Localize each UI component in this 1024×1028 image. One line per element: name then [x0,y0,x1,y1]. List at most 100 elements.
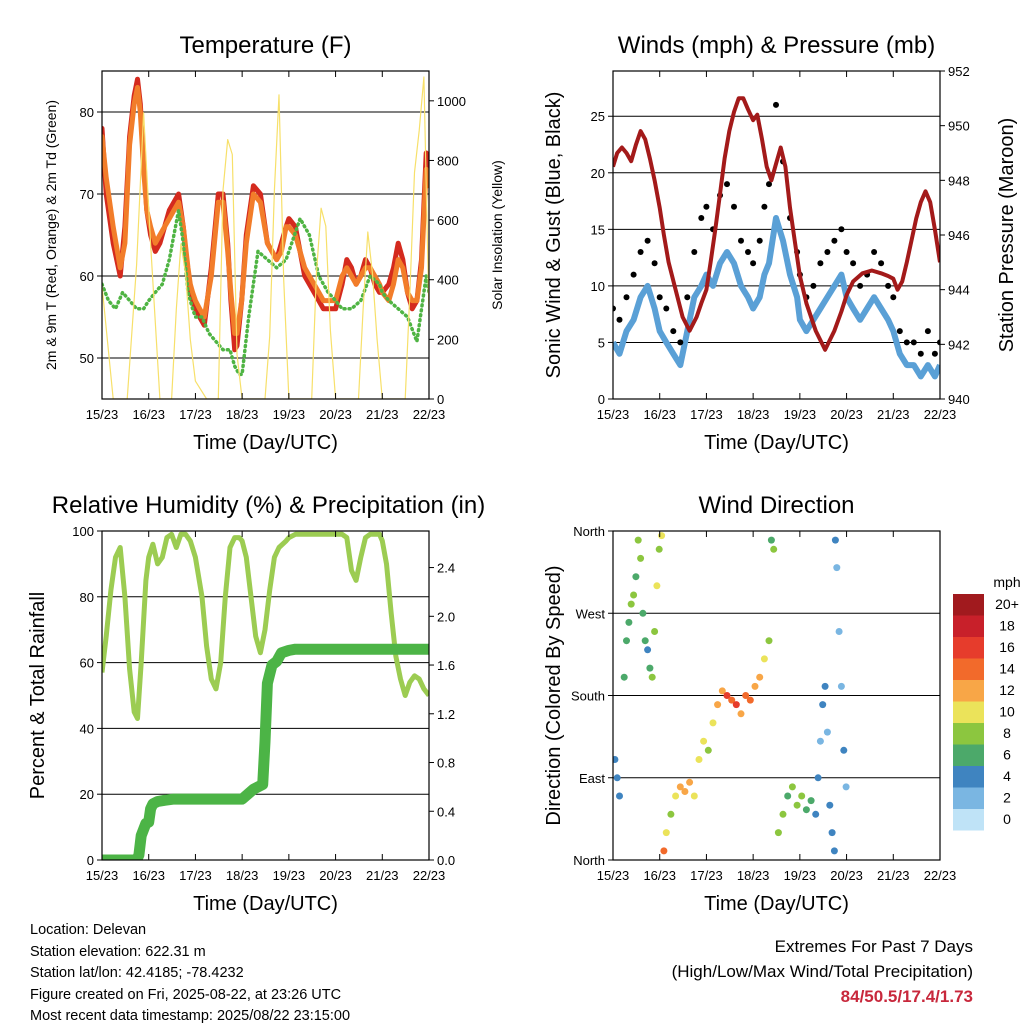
direction-point-39 [746,696,754,704]
direction-point-56 [816,737,824,745]
series-group-1 [613,96,940,380]
gust-point-46 [910,339,917,346]
gust-point-43 [890,294,897,301]
legend-swatch-10 [953,809,984,831]
direction-point-61 [828,829,836,837]
legend-label-10: 0 [1003,811,1011,827]
y-tick-label-2-3: 60 [80,656,94,671]
legend-swatch-9 [953,787,984,809]
y2-axis-label-1: Station Pressure (Maroon) [996,118,1018,353]
gust-point-21 [750,260,757,267]
y2-tick-label-2-3: 1.2 [437,707,455,722]
y-axis-label-1: Sonic Wind & Gust (Blue, Black) [543,92,565,379]
gust-point-37 [850,260,857,267]
gust-point-48 [924,328,931,335]
latlon-label: Station lat/lon: 42.4185; -78.4232 [30,965,244,981]
y2-tick-label-2-6: 2.4 [437,561,455,576]
legend-label-1: 18 [999,618,1015,634]
y-tick-label-2-4: 80 [80,590,94,605]
direction-point-47 [779,810,787,818]
plot-frame-2 [101,530,430,861]
direction-point-55 [814,774,822,782]
series-group-0 [102,76,429,399]
direction-point-10 [637,554,645,562]
x-tick-label-1-3: 18/23 [737,407,770,422]
x-tick-label-3-3: 18/23 [737,868,770,883]
legend-swatch-1 [953,615,984,637]
y2-tick-label-1-1: 942 [948,337,970,352]
direction-point-27 [690,792,698,800]
x-tick-label-2-5: 20/23 [319,868,352,883]
gust-point-18 [731,203,737,210]
gust-point-44 [896,328,903,335]
y-tick-label-1-2: 10 [591,279,605,294]
y2-tick-label-0-0: 0 [437,392,444,407]
direction-point-42 [760,655,768,663]
direction-point-11 [639,609,647,617]
y-tick-label-2-0: 0 [87,853,94,868]
x-axis-label-1: Time (Day/UTC) [704,432,849,454]
x-tick-label-0-6: 21/23 [366,407,399,422]
y-axis-label-0: 2m & 9m T (Red, Orange) & 2m Td (Green) [43,100,59,370]
direction-point-2 [616,792,623,800]
y2-tick-label-1-3: 946 [948,228,970,243]
direction-point-52 [802,806,810,814]
legend-swatch-4 [953,680,984,702]
direction-point-6 [627,600,635,608]
x-tick-label-2-1: 16/23 [132,868,165,883]
direction-point-14 [646,664,654,672]
direction-point-36 [732,701,740,709]
y2-tick-label-0-2: 400 [437,273,459,288]
y2-tick-label-1-6: 952 [948,64,970,79]
direction-point-7 [630,591,638,599]
created-label: Figure created on Fri, 2025-08-22, at 23… [30,986,342,1003]
y-tick-label-2-5: 100 [72,524,94,539]
y-tick-label-0-0: 50 [80,351,94,366]
series-group-3 [613,532,850,855]
gust-point-3 [630,271,637,278]
x-tick-label-2-3: 18/23 [226,868,259,883]
direction-point-40 [751,682,759,690]
gust-point-12 [691,249,698,255]
y2-tick-label-0-3: 600 [437,213,459,228]
chart-title-2: Relative Humidity (%) & Precipitation (i… [52,492,485,519]
series-pressure [613,96,940,352]
y-tick-label-2-1: 20 [80,787,94,802]
legend-swatch-6 [953,723,984,745]
x-tick-label-3-2: 17/23 [690,868,723,883]
direction-point-33 [718,687,726,695]
legend-swatch-0 [953,594,984,616]
gust-point-32 [817,260,824,267]
gust-point-20 [745,249,751,255]
y-tick-label-0-1: 60 [80,269,94,284]
gust-point-33 [824,249,831,255]
series-t2m [102,76,429,353]
direction-point-8 [632,573,640,581]
extremes-subtitle: (High/Low/Max Wind/Total Precipitation) [671,962,973,981]
legend-label-9: 2 [1003,790,1011,806]
direction-point-59 [823,728,831,736]
y-tick-label-3-0: North [573,853,605,868]
direction-point-30 [704,746,712,754]
gust-point-40 [871,249,878,255]
x-tick-label-0-0: 15/23 [86,407,119,422]
extremes-values: 84/50.5/17.4/1.73 [840,987,973,1006]
y2-tick-label-2-5: 2.0 [437,609,455,624]
legend-label-2: 16 [999,639,1015,655]
series-rain [102,643,429,860]
direction-point-45 [770,545,778,553]
direction-point-4 [623,637,630,645]
series-td [102,208,429,377]
direction-point-20 [660,847,668,855]
legend-label-4: 12 [999,682,1015,698]
y2-tick-label-1-5: 950 [948,119,970,134]
x-tick-label-1-5: 20/23 [830,407,863,422]
gust-point-23 [761,203,768,210]
gust-point-10 [677,339,684,346]
direction-point-19 [658,532,666,540]
gust-point-47 [917,350,924,357]
x-tick-label-1-4: 19/23 [784,407,817,422]
direction-point-62 [830,847,838,855]
direction-point-34 [723,692,731,699]
